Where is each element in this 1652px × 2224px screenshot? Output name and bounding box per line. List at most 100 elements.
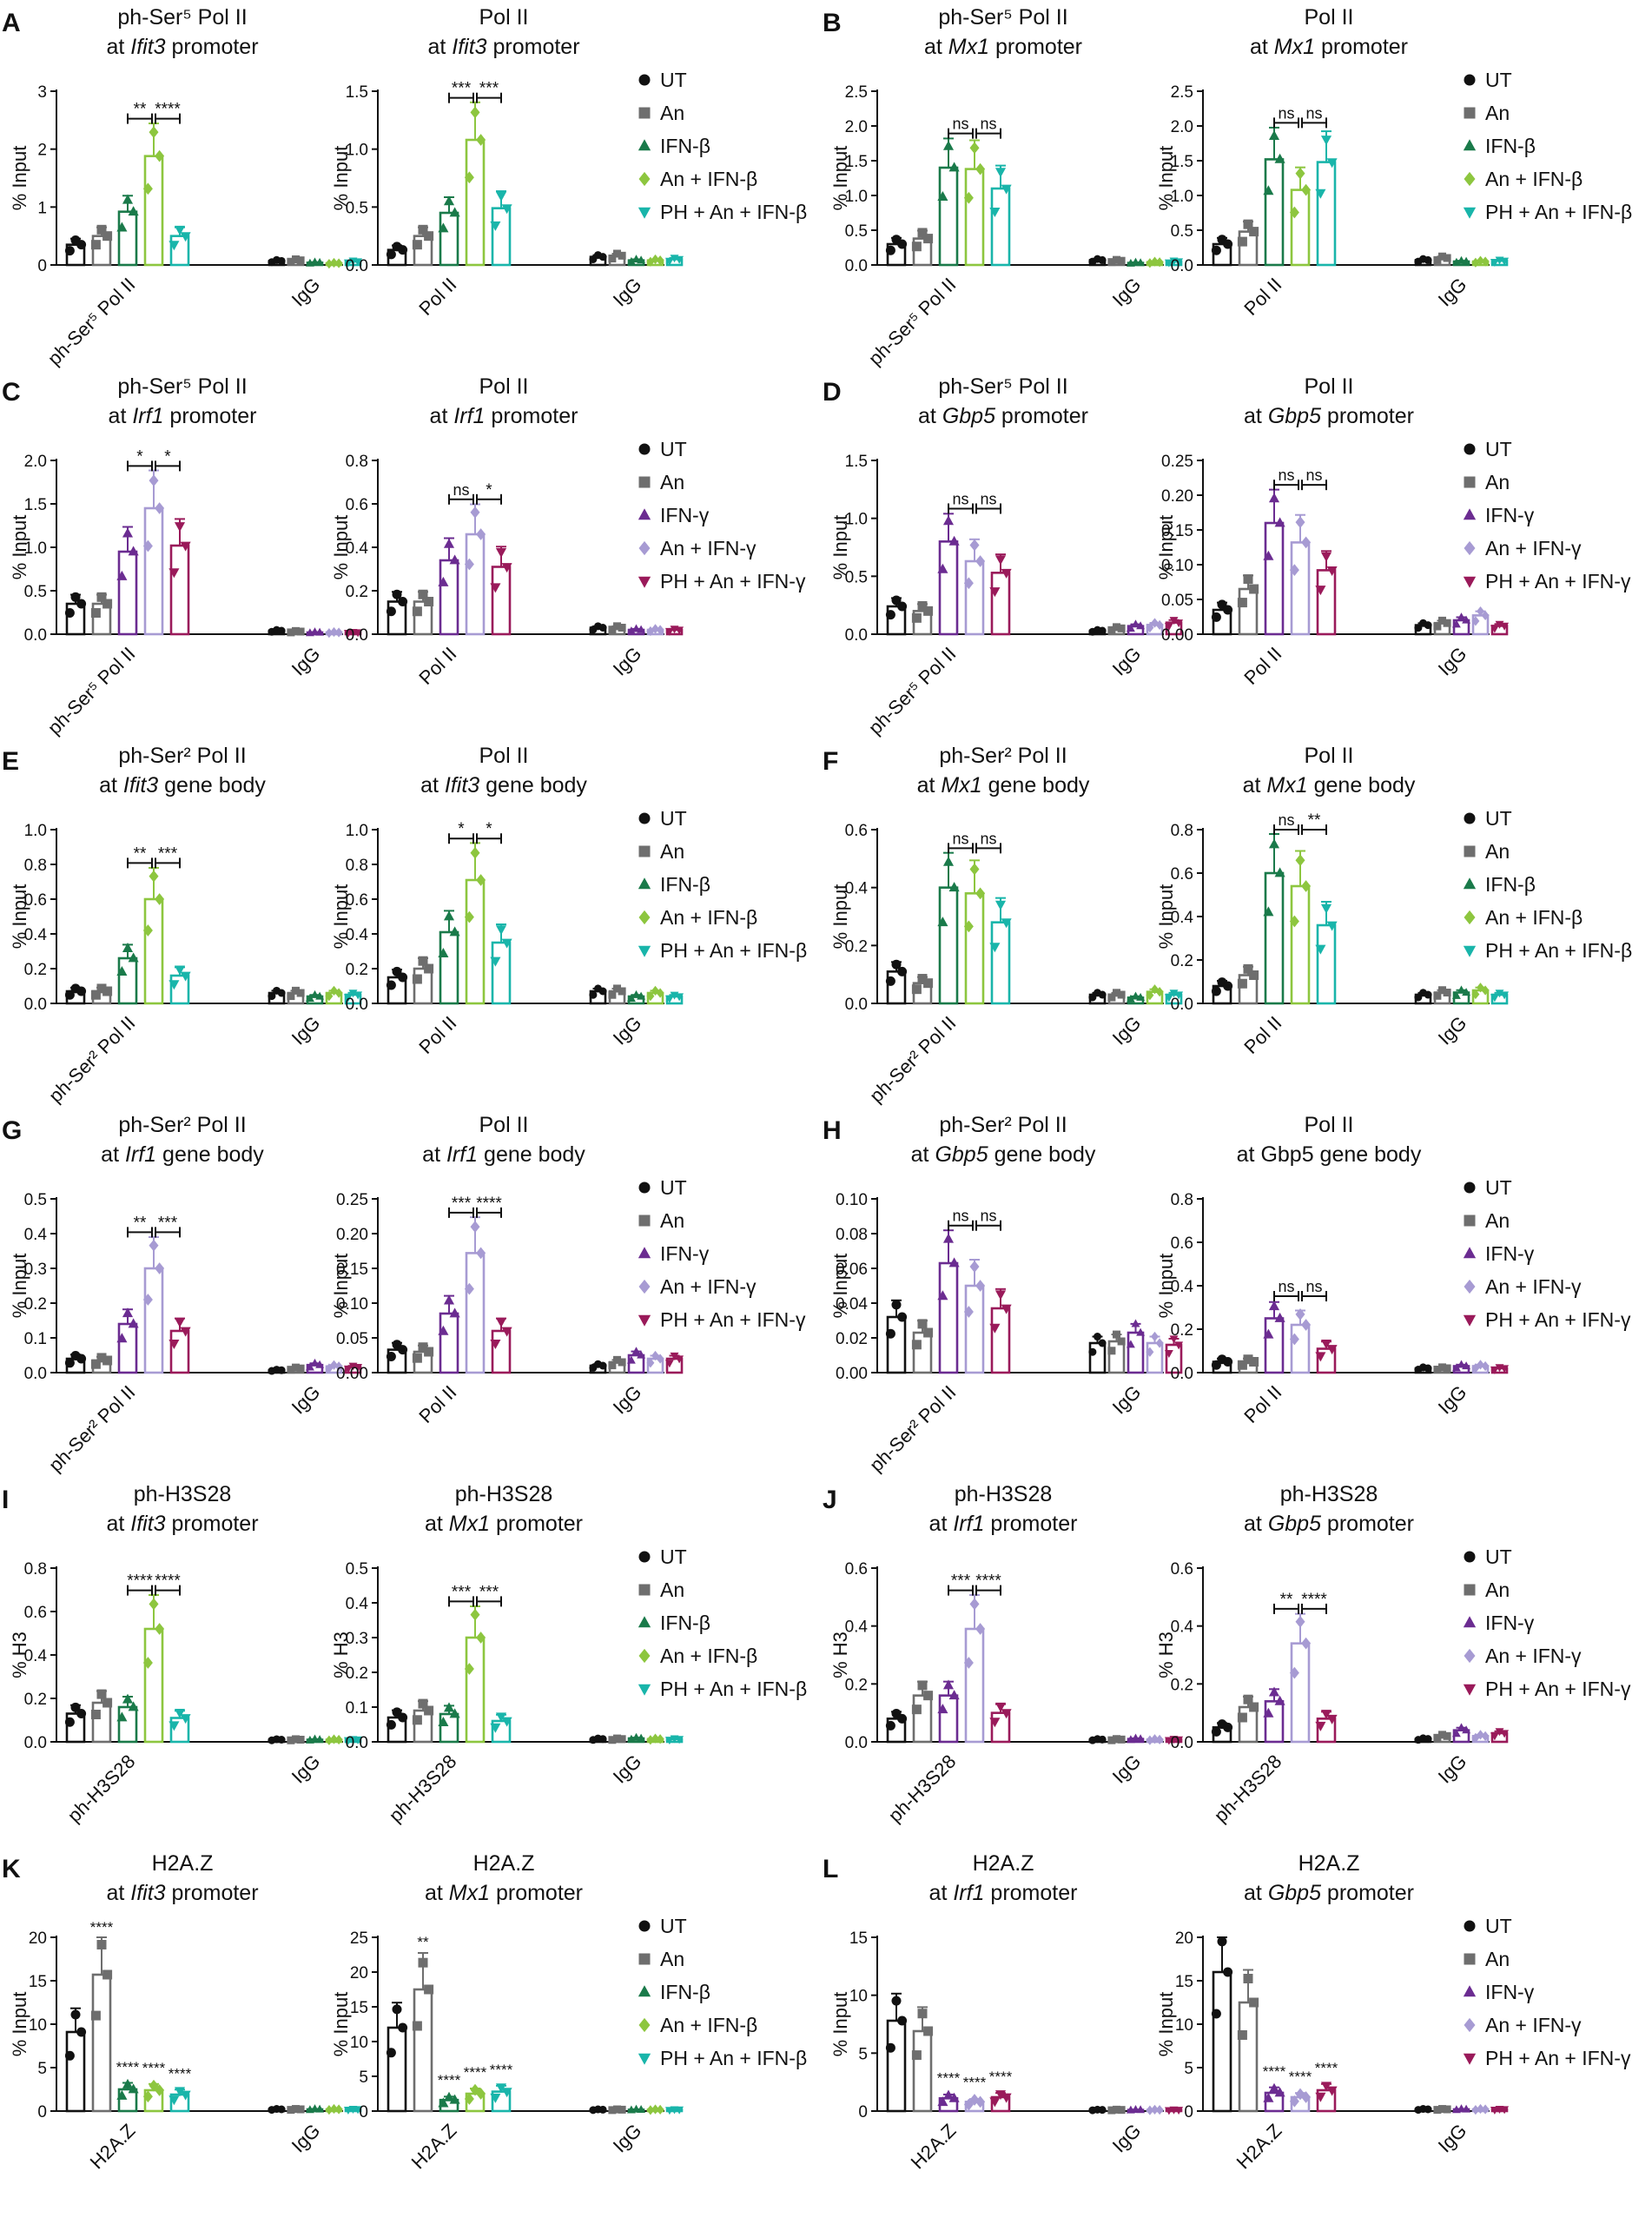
data-point [412,1715,422,1725]
data-point [1274,1695,1285,1705]
significance-label: ** [417,1934,429,1950]
x-tick-label: IgG [609,1751,646,1788]
y-tick-label: 0.15 [1161,522,1193,540]
bar-ph-an-ifn- [990,187,1011,267]
data-point [1174,991,1184,1000]
significance-label: ns [1278,1278,1294,1295]
data-point [501,2088,512,2098]
data-point [310,990,320,998]
panel-letter-j: J [823,1486,837,1514]
data-point [386,2048,396,2058]
significance-label: ns [952,116,968,133]
data-point [1289,206,1299,219]
chart-subtitle: at Gbp5 promoter [1244,1881,1414,1905]
data-point [490,1340,501,1349]
data-point [1243,1694,1253,1704]
data-point [1268,838,1280,849]
data-point [296,989,305,997]
data-point [942,515,955,526]
legend-label: UT [1485,807,1512,830]
data-point [325,258,334,269]
data-point [1098,255,1107,264]
data-point [70,1702,81,1712]
data-point [995,168,1007,178]
data-point [1289,1666,1299,1679]
significance-label: ** [1308,811,1321,830]
y-axis-label: % Input [9,146,30,211]
data-point [1315,2092,1326,2102]
x-tick-label: ph-Ser⁵ Pol II [864,274,961,370]
data-point [1113,623,1120,632]
data-point [169,241,180,251]
y-tick-label: 0.5 [845,568,868,586]
bar-an [1238,1705,1259,1744]
y-tick-label: 15 [29,1973,47,1991]
y-tick-label: 0.6 [845,1560,868,1579]
legend-label: An + IFN-β [1485,906,1583,929]
legend-marker [638,2053,651,2065]
significance-label: **** [937,2070,961,2087]
y-tick-label: 0.10 [336,1295,368,1314]
data-point [495,191,507,202]
data-point [1211,612,1221,622]
y-tick-label: 0.3 [24,1261,47,1279]
x-tick-label: IgG [609,2120,646,2157]
y-tick-label: 0.4 [346,539,369,558]
data-point [963,920,974,933]
x-tick-label: IgG [1434,1381,1471,1419]
data-point [1326,1714,1338,1724]
x-tick-label: ph-Ser² Pol II [44,1012,139,1107]
legend-label: An + IFN-β [660,906,757,929]
bar-an-ifn- [143,897,164,1005]
data-point [470,1221,480,1234]
data-point [1164,259,1173,268]
data-point [116,2089,128,2100]
data-point [1500,1365,1510,1373]
significance-label: **** [1263,2063,1286,2080]
legend-marker [638,171,651,187]
data-point [277,989,286,997]
y-tick-label: 0.0 [346,626,368,645]
y-tick-label: 2.5 [845,83,868,102]
chart-title: ph-Ser⁵ Pol II [117,374,247,399]
data-point [1462,615,1471,624]
y-tick-label: 0.4 [1171,909,1194,927]
data-point [1243,963,1253,974]
data-point [942,140,955,150]
bar-an-ifn- [1290,189,1311,267]
data-point [1249,584,1259,594]
significance-label: ns [1278,104,1294,122]
chart-title: ph-H3S28 [134,1482,232,1506]
data-point [501,1327,512,1337]
chart-title: ph-Ser⁵ Pol II [938,5,1067,30]
data-point [618,1358,626,1367]
data-point [334,2104,343,2115]
data-point [995,1290,1007,1301]
x-tick-label: IgG [609,1012,646,1049]
data-point [923,1691,934,1701]
legend: UT An IFN-β An + IFN-β PH + An + IFN-β [638,1546,807,1700]
legend-label: IFN-β [660,135,710,157]
data-point [923,978,934,989]
chart-title: ph-Ser² Pol II [118,1113,246,1137]
data-point [277,1366,286,1374]
data-point [476,1247,486,1260]
legend-label: PH + An + IFN-β [660,201,807,223]
data-point [885,1720,895,1731]
data-point [1295,167,1305,180]
bar-ut [65,2030,86,2113]
significance-label: ** [134,844,147,863]
significance-label: **** [155,101,181,119]
data-point [1457,1723,1466,1731]
x-tick-label: ph-Ser⁵ Pol II [43,643,140,739]
data-point [1151,1331,1159,1342]
data-point [386,1352,396,1362]
data-point [128,2083,139,2094]
panel-letter-k: K [2,1855,21,1883]
data-point [613,984,621,993]
x-tick-label: Pol II [1239,643,1285,689]
data-point [1481,1360,1490,1372]
data-point [1098,626,1107,635]
